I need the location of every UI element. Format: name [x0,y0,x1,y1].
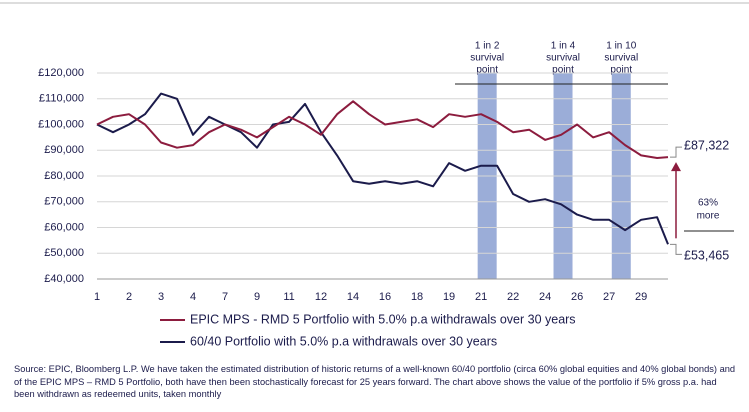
y-tick-label: £70,000 [44,196,84,208]
legend-label: 60/40 Portfolio with 5.0% p.a withdrawal… [190,334,497,348]
y-tick-label: £120,000 [38,67,84,79]
series-line [96,100,669,159]
band-label: point [476,65,498,76]
x-tick-label: 14 [347,291,359,303]
band-label: survival [546,53,580,64]
x-tick-label: 19 [443,291,455,303]
x-tick-label: 27 [603,291,615,303]
x-tick-label: 3 [158,291,164,303]
y-tick-label: £90,000 [44,144,84,156]
series-line [96,92,669,245]
y-tick-label: £40,000 [44,273,84,285]
x-tick-label: 18 [411,291,423,303]
band-label: point [610,65,632,76]
bracket [670,243,682,255]
band-label: 1 in 4 [551,41,576,52]
x-tick-label: 11 [283,291,294,303]
diff-label: more [697,211,720,222]
y-tick-label: £110,000 [39,93,84,105]
end-label: £53,465 [684,249,729,263]
x-tick-label: 1 [94,291,100,303]
bracket [670,146,682,158]
y-tick-label: £50,000 [44,247,84,259]
x-tick-label: 24 [539,291,551,303]
y-tick-label: £80,000 [44,170,84,182]
y-tick-label: £100,000 [38,118,84,130]
x-tick-label: 16 [379,291,391,303]
band-label: 1 in 10 [606,41,636,52]
x-tick-label: 29 [635,291,647,303]
source-note: Source: EPIC, Bloomberg L.P. We have tak… [14,364,736,399]
x-tick-label: 21 [475,291,487,303]
band-label: survival [604,53,638,64]
x-tick-label: 4 [190,291,196,303]
diff-arrowhead [671,162,681,172]
x-tick-label: 9 [254,291,260,303]
x-tick-label: 26 [571,291,583,303]
band-label: point [552,65,574,76]
band-label: survival [470,53,504,64]
x-tick-label: 22 [507,291,519,303]
x-tick-label: 7 [222,291,228,303]
end-label: £87,322 [684,138,729,152]
x-tick-label: 12 [315,291,327,303]
band-label: 1 in 2 [475,41,500,52]
y-tick-label: £60,000 [44,221,84,233]
x-tick-label: 2 [126,291,132,303]
diff-label: 63% [698,198,718,209]
legend-label: EPIC MPS - RMD 5 Portfolio with 5.0% p.a… [190,312,576,326]
